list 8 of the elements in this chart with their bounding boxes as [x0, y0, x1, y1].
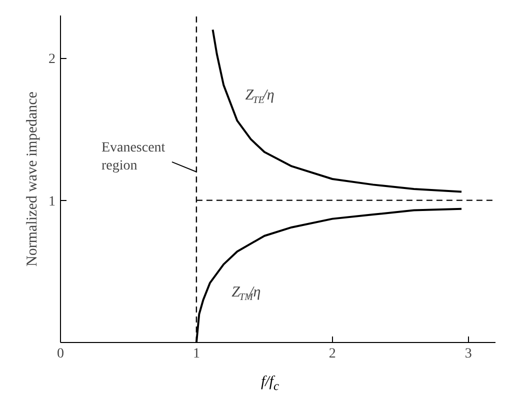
x-tick-label: 1	[192, 346, 200, 362]
x-tick-label: 3	[464, 346, 472, 362]
x-tick-label: 2	[328, 346, 336, 362]
x-axis-title: f/f$_{c}$	[260, 373, 280, 395]
line-series	[212, 28, 463, 193]
x-tick-label: 0	[57, 346, 64, 362]
annotation: Evanescent region	[101, 140, 166, 174]
y-axis-title: Normalized wave impedance	[24, 91, 40, 266]
